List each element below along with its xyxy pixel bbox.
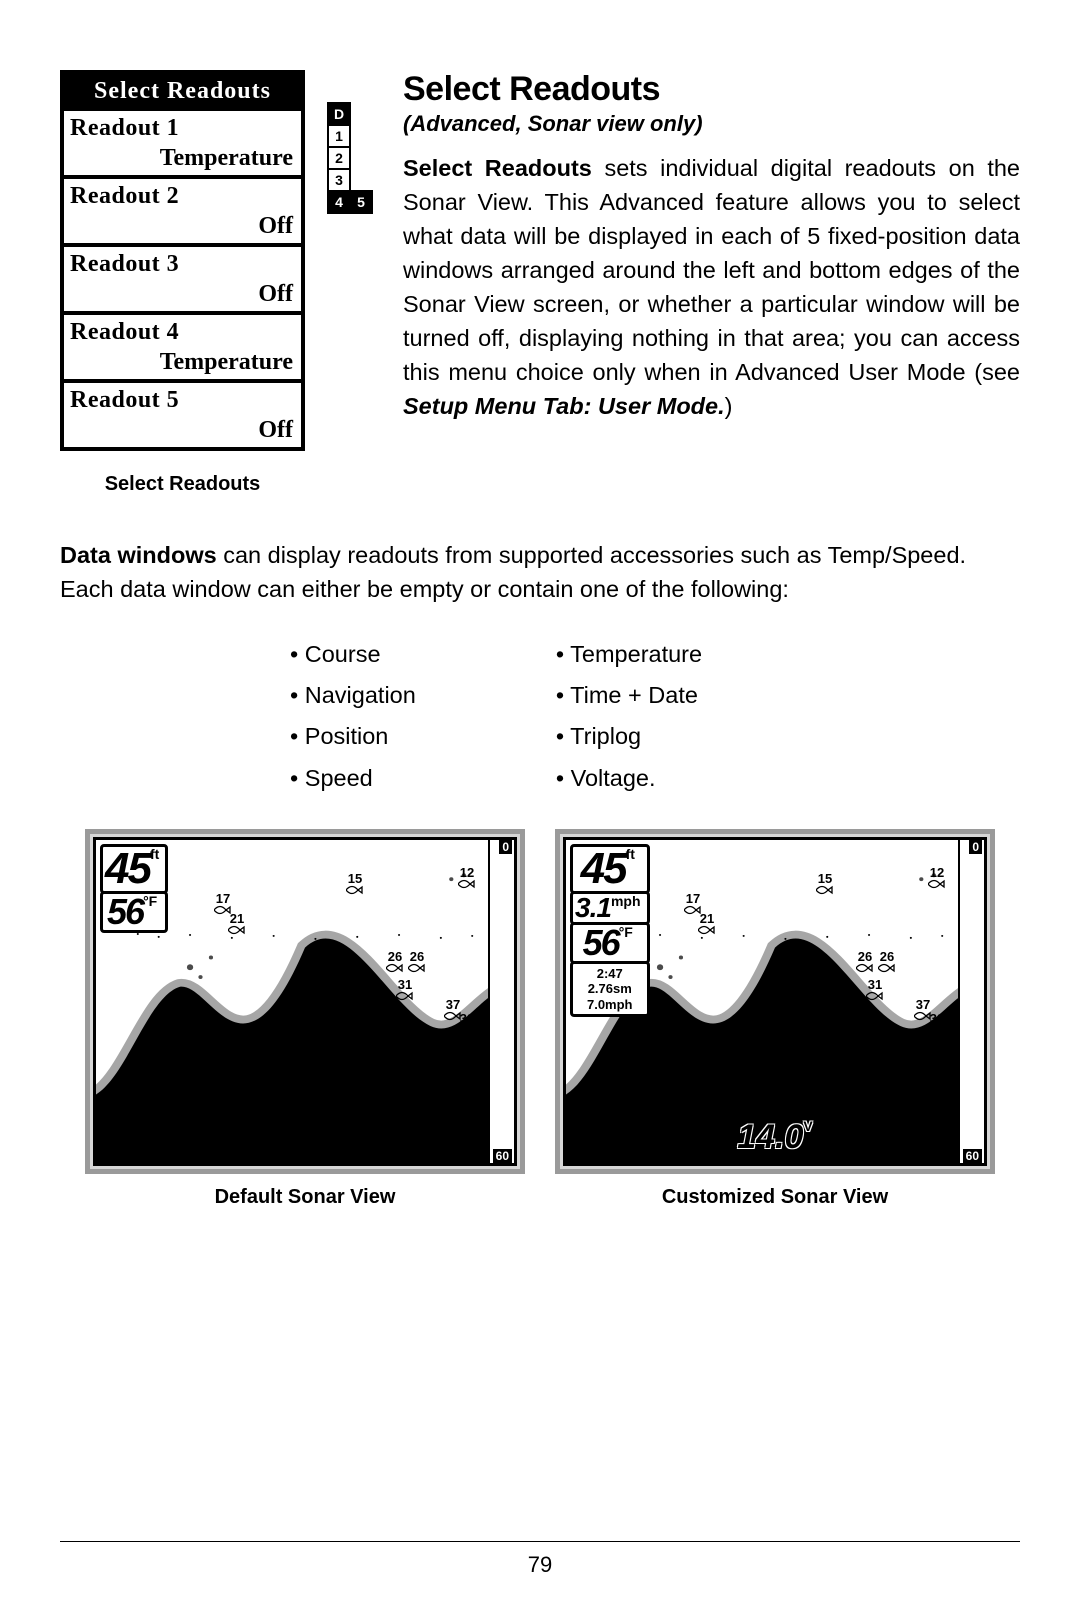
option-item: Position: [290, 716, 416, 757]
option-item: Triplog: [556, 716, 702, 757]
readout-box: 3.1mph: [570, 891, 650, 925]
menu-item[interactable]: Readout 1Temperature: [64, 111, 301, 179]
menu-item[interactable]: Readout 3Off: [64, 247, 301, 315]
fish-icon: 36: [628, 1020, 646, 1043]
options-list: CourseNavigationPositionSpeed Temperatur…: [290, 634, 1020, 799]
option-item: Speed: [290, 758, 416, 799]
readout-box: 45ft: [570, 844, 650, 894]
depth-scale: 0 60: [958, 840, 984, 1163]
default-sonar-view: 0 60 45ft56°F 17211512262631363739: [85, 829, 525, 1174]
readouts-menu: Select Readouts Readout 1TemperatureRead…: [60, 70, 305, 496]
page-subtitle: (Advanced, Sonar view only): [403, 111, 1020, 137]
intro-paragraph: Select Readouts sets individual digital …: [403, 151, 1020, 424]
footer-rule: [60, 1541, 1020, 1542]
option-item: Navigation: [290, 675, 416, 716]
fish-icon: 26: [408, 950, 426, 973]
menu-item[interactable]: Readout 5Off: [64, 383, 301, 451]
fish-icon: 15: [346, 872, 364, 895]
triplog-box: 2:472.76sm7.0mph: [570, 961, 650, 1018]
readout-box: 56°F: [570, 922, 650, 964]
option-item: Time + Date: [556, 675, 702, 716]
menu-caption: Select Readouts: [60, 473, 305, 496]
page-heading: Select Readouts: [403, 70, 1020, 109]
fish-icon: 31: [396, 978, 414, 1001]
screen-caption-left: Default Sonar View: [85, 1186, 525, 1209]
page-number: 79: [0, 1552, 1080, 1578]
fish-icon: 21: [698, 912, 716, 935]
option-item: Temperature: [556, 634, 702, 675]
fish-icon: 31: [866, 978, 884, 1001]
fish-icon: 21: [228, 912, 246, 935]
screen-caption-right: Customized Sonar View: [555, 1186, 995, 1209]
fish-icon: 26: [386, 950, 404, 973]
readout-box: 56°F: [100, 891, 168, 933]
fish-icon: 15: [816, 872, 834, 895]
readout-box: 45ft: [100, 844, 168, 894]
option-item: Course: [290, 634, 416, 675]
depth-scale: 0 60: [488, 840, 514, 1163]
voltage-readout: 14.0V: [737, 1118, 813, 1157]
fish-icon: 36: [158, 1020, 176, 1043]
option-item: Voltage.: [556, 758, 702, 799]
fish-icon: 26: [856, 950, 874, 973]
menu-item[interactable]: Readout 2Off: [64, 179, 301, 247]
fish-icon: 12: [458, 866, 476, 889]
position-chip: D 1 2 3 45: [327, 102, 373, 496]
customized-sonar-view: 0 60 45ft3.1mph56°F2:472.76sm7.0mph 14.0…: [555, 829, 995, 1174]
menu-header: Select Readouts: [64, 74, 301, 111]
fish-icon: 39: [928, 1012, 946, 1035]
fish-icon: 12: [928, 866, 946, 889]
menu-item[interactable]: Readout 4Temperature: [64, 315, 301, 383]
fish-icon: 26: [878, 950, 896, 973]
data-windows-paragraph: Data windows can display readouts from s…: [60, 538, 1020, 606]
fish-icon: 39: [458, 1012, 476, 1035]
